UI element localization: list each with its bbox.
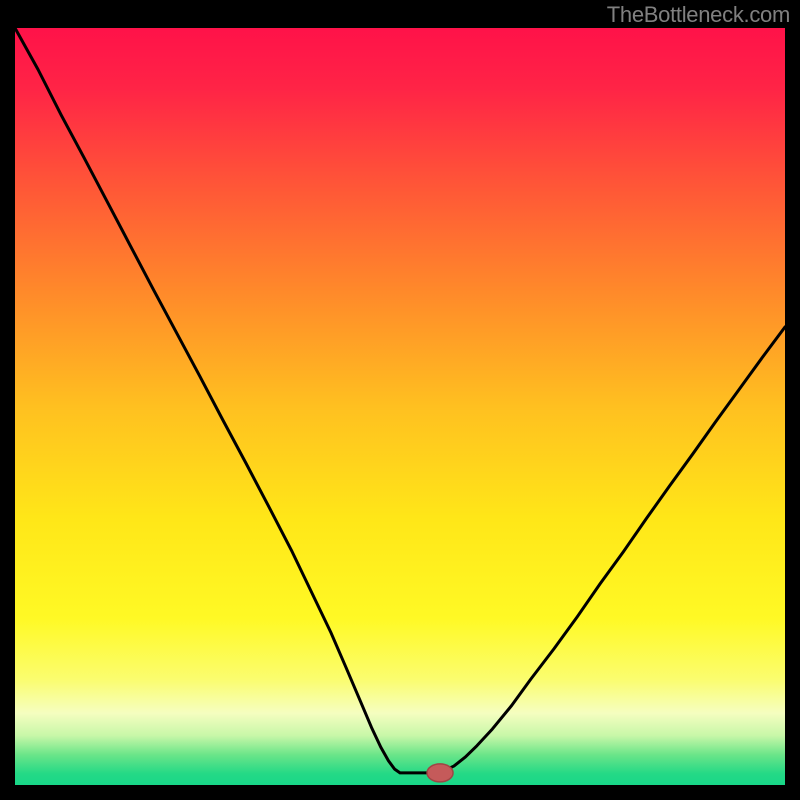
chart-svg <box>15 28 785 785</box>
plot-area <box>15 28 785 785</box>
chart-background <box>15 28 785 785</box>
optimal-point-marker <box>427 764 453 782</box>
watermark-text: TheBottleneck.com <box>607 2 790 28</box>
chart-frame: TheBottleneck.com <box>0 0 800 800</box>
